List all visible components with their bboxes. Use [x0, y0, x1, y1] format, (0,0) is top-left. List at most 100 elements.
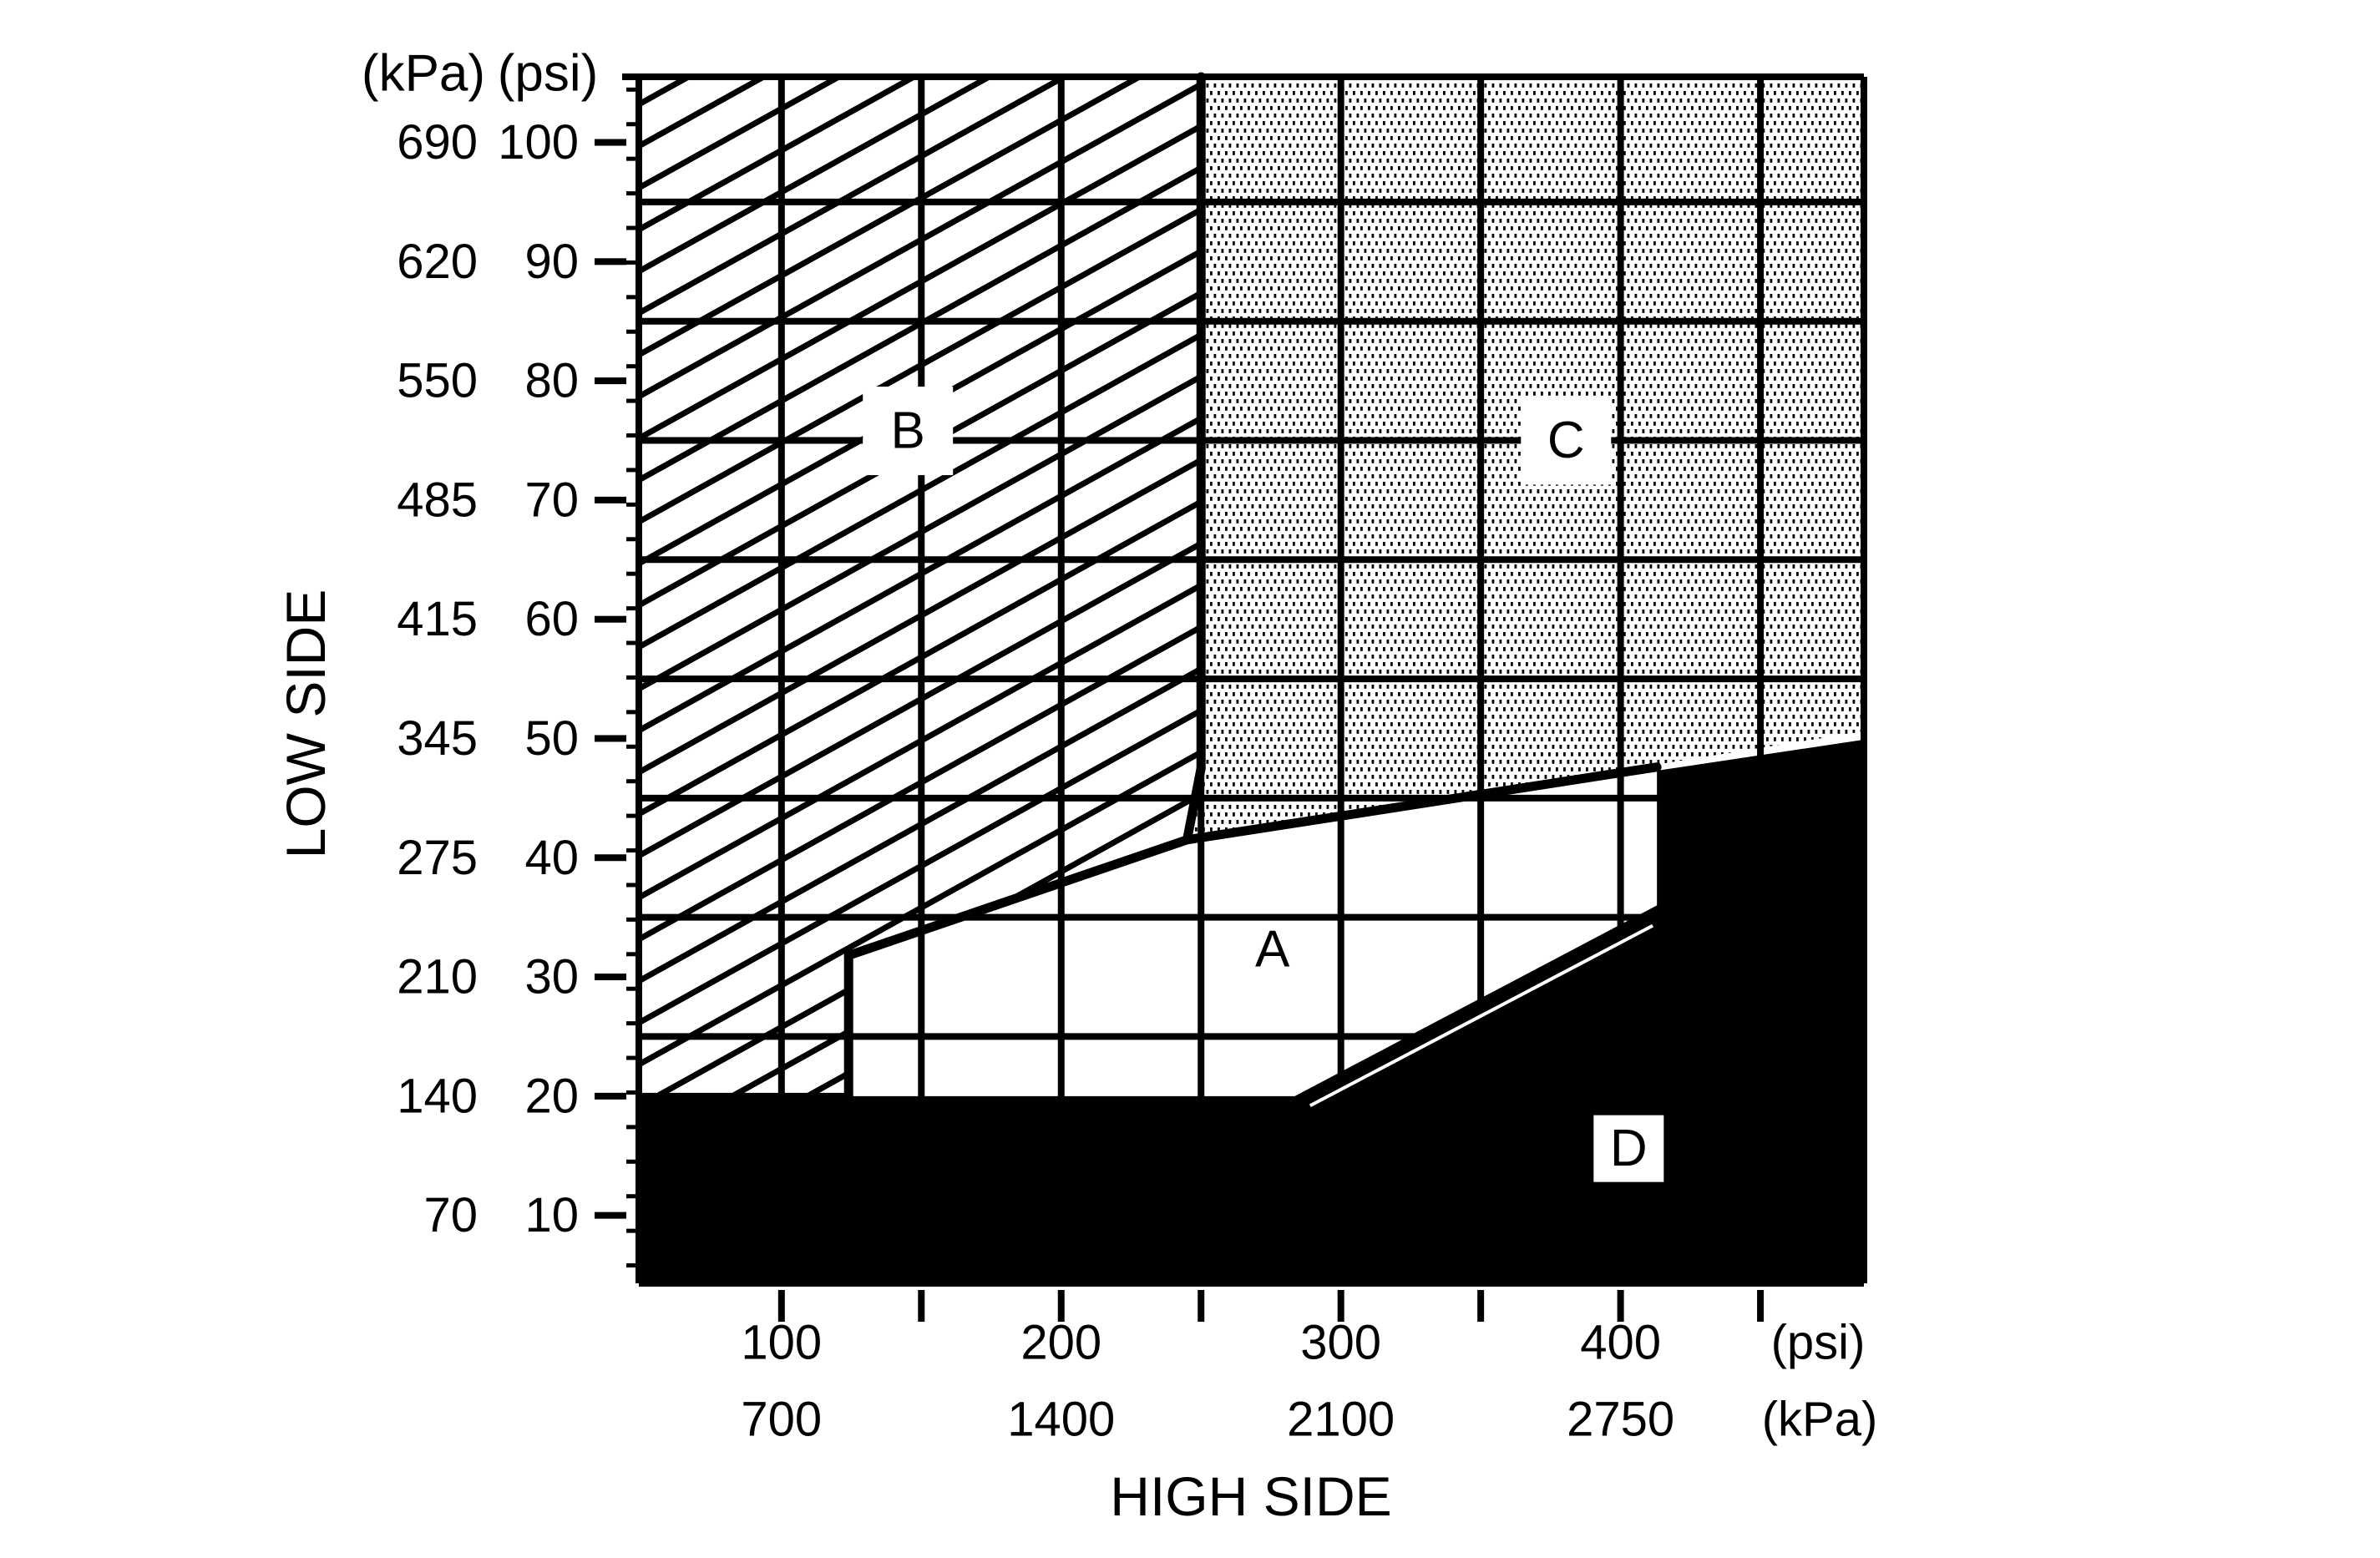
y-label-psi: 30: [524, 950, 579, 1004]
y-tick-major: [595, 258, 626, 266]
x-label-kpa: 1400: [1007, 1393, 1115, 1447]
region-labels: A B C D: [863, 387, 1664, 1182]
x-tick-major: [1477, 1290, 1485, 1322]
y-tick-minor: [626, 640, 639, 645]
x-label-kpa: 700: [741, 1393, 822, 1447]
x-label-kpa: 2750: [1567, 1393, 1674, 1447]
plot-frame: [622, 73, 1867, 1287]
y-tick-minor: [626, 986, 639, 991]
y-label-kpa: 620: [397, 235, 478, 289]
y-tick-major: [595, 974, 626, 981]
y-tick-minor: [626, 398, 639, 403]
y-tick-minor: [626, 364, 639, 369]
y-tick-minor: [626, 329, 639, 334]
y-label-psi: 10: [524, 1188, 579, 1242]
y-label-psi: 20: [524, 1069, 579, 1123]
y-tick-minor: [626, 1125, 639, 1130]
y-tick-major: [595, 735, 626, 742]
axis-labels: 690 100 620 90 550 80 485 70 415 60 345 50 275 40 210 3…: [275, 45, 1877, 1528]
y-tick-minor: [626, 1021, 639, 1026]
y-tick-minor: [626, 191, 639, 196]
x-tick-major: [1757, 1290, 1765, 1322]
region-b-label: B: [891, 402, 925, 460]
x-label-psi: 300: [1300, 1316, 1381, 1370]
x-tick-major: [1617, 1290, 1624, 1322]
y-tick-minor: [626, 606, 639, 611]
y-header-kpa: (kPa): [362, 45, 485, 103]
y-header-psi: (psi): [498, 45, 599, 103]
x-label-psi: 100: [741, 1316, 822, 1370]
region-c-label: C: [1547, 412, 1585, 469]
y-label-kpa: 345: [397, 711, 478, 766]
y-label-kpa: 485: [397, 473, 478, 527]
y-tick-minor: [626, 156, 639, 161]
y-tick-minor: [626, 813, 639, 818]
x-unit-kpa: (kPa): [1762, 1393, 1878, 1447]
y-tick-major: [595, 1092, 626, 1100]
y-tick-minor: [626, 225, 639, 230]
y-tick-minor: [626, 675, 639, 680]
x-tick-major: [1337, 1290, 1344, 1322]
y-label-psi: 70: [524, 473, 579, 527]
y-tick-minor: [626, 744, 639, 749]
x-label-psi: 400: [1580, 1316, 1661, 1370]
y-tick-minor: [626, 952, 639, 957]
y-axis-title: LOW SIDE: [275, 589, 337, 859]
x-label-kpa: 2100: [1287, 1393, 1395, 1447]
y-label-psi: 50: [524, 711, 579, 766]
region-boundary-line: [1182, 763, 1206, 845]
x-axis-title: HIGH SIDE: [1110, 1465, 1391, 1527]
y-label-kpa: 550: [397, 354, 478, 408]
x-tick-major: [1198, 1290, 1205, 1322]
y-tick-minor: [626, 502, 639, 507]
y-label-psi: 90: [524, 235, 579, 289]
x-tick-major: [918, 1290, 925, 1322]
y-tick-minor: [626, 883, 639, 888]
y-label-psi: 100: [498, 115, 579, 169]
y-label-psi: 40: [524, 831, 579, 885]
y-tick-minor: [626, 848, 639, 853]
x-tick-major: [777, 1290, 785, 1322]
y-label-kpa: 210: [397, 950, 478, 1004]
region-d-label: D: [1610, 1120, 1648, 1177]
y-tick-minor: [626, 295, 639, 300]
y-label-kpa: 140: [397, 1069, 478, 1123]
y-label-psi: 80: [524, 354, 579, 408]
region-a-label: A: [1255, 921, 1290, 979]
y-tick-major: [595, 854, 626, 862]
x-label-psi: 200: [1020, 1316, 1101, 1370]
region-d-black: [639, 739, 1864, 1283]
y-tick-minor: [626, 122, 639, 127]
y-tick-major: [595, 1211, 626, 1219]
y-tick-minor: [626, 1194, 639, 1199]
y-tick-major: [595, 377, 626, 385]
y-tick-minor: [626, 468, 639, 473]
y-tick-minor: [626, 779, 639, 784]
y-tick-major: [595, 615, 626, 623]
y-tick-minor: [626, 917, 639, 922]
y-label-kpa: 690: [397, 115, 478, 169]
y-tick-minor: [626, 537, 639, 542]
hairline-gap: [1309, 923, 1654, 1108]
region-b-label-box: [863, 387, 954, 476]
y-label-kpa: 275: [397, 831, 478, 885]
x-tick-major: [1057, 1290, 1065, 1322]
y-tick-minor: [626, 433, 639, 438]
y-tick-minor: [626, 710, 639, 715]
y-label-psi: 60: [524, 592, 579, 646]
region-boundary-line: [1182, 762, 1662, 845]
y-tick-minor: [626, 260, 639, 265]
y-label-kpa: 70: [423, 1188, 478, 1242]
region-boundary-line: [843, 835, 1192, 960]
y-tick-minor: [626, 571, 639, 576]
region-d-shape: [639, 739, 1864, 1283]
y-tick-minor: [626, 1055, 639, 1060]
y-tick-major: [595, 496, 626, 503]
y-tick-minor: [626, 1159, 639, 1164]
y-tick-minor: [626, 1090, 639, 1095]
region-d-label-box: [1593, 1115, 1664, 1182]
region-boundaries: [843, 72, 1662, 1101]
axis-ticks: [595, 87, 1765, 1322]
